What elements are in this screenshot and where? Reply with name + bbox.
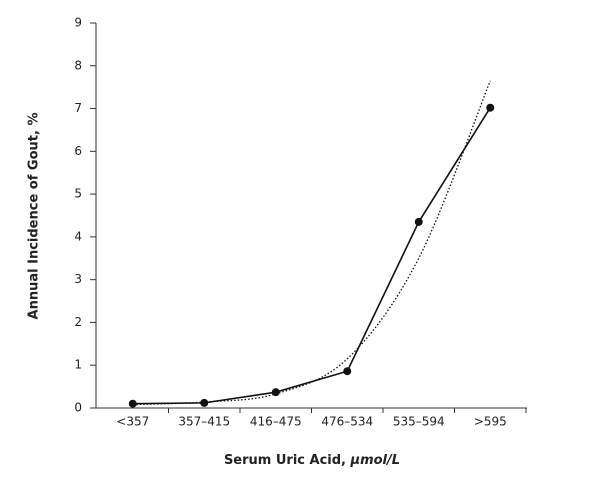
y-tick-label: 4 [74,229,82,243]
y-tick-label: 0 [74,401,82,415]
series-line [132,80,491,406]
y-tick-label: 9 [74,16,82,30]
y-tick-label: 3 [74,272,82,286]
x-label-unit: μmol/L [350,453,401,468]
x-label-main: Serum Uric Acid, [224,453,346,468]
marker [200,398,209,407]
series-line [132,107,491,405]
y-tick-label: 5 [74,187,82,201]
y-tick-label: 1 [74,358,82,372]
x-tick-label: >595 [474,415,507,429]
x-tick-label: 357–415 [178,415,230,429]
y-tick-label: 8 [74,58,82,72]
y-axis-label: Annual Incidence of Gout, % [27,113,42,320]
marker [271,388,280,397]
y-tick-label: 2 [74,315,82,329]
marker [343,367,352,376]
x-axis-label: Serum Uric Acid, μmol/L [224,453,400,468]
marker [486,103,495,112]
marker [128,399,137,408]
x-tick-label: 535–594 [393,415,445,429]
marker [414,217,423,226]
x-tick-label: 416–475 [250,415,302,429]
y-tick-label: 7 [74,101,82,115]
x-tick-label: 476–534 [321,415,373,429]
x-tick-label: <357 [116,415,149,429]
y-tick-label: 6 [74,144,82,158]
